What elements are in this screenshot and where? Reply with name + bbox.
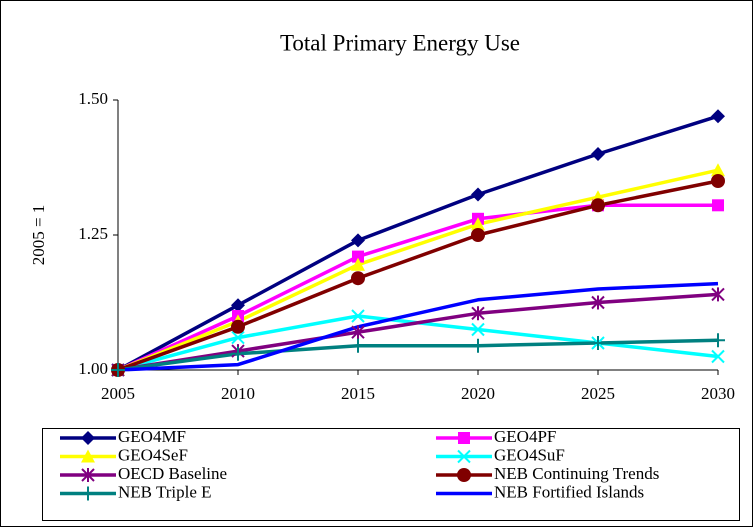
y-tick-label: 1.50 <box>78 89 108 108</box>
legend-label: NEB Continuing Trends <box>494 464 659 483</box>
marker <box>471 187 485 202</box>
marker <box>471 338 485 353</box>
marker <box>471 228 485 242</box>
series-line <box>117 203 718 372</box>
marker <box>591 147 605 161</box>
marker <box>457 468 471 482</box>
marker <box>231 346 245 361</box>
marker <box>351 325 365 340</box>
series-line <box>117 281 719 372</box>
marker <box>81 486 95 501</box>
marker <box>591 295 605 310</box>
marker <box>471 306 485 321</box>
legend <box>42 428 740 521</box>
x-tick-label: 2005 <box>101 384 135 403</box>
marker <box>711 109 725 124</box>
marker <box>231 330 245 345</box>
marker <box>458 432 470 444</box>
legend-label: OECD Baseline <box>118 464 227 483</box>
legend-label: GEO4PF <box>494 427 556 446</box>
marker <box>471 217 485 231</box>
series-line <box>117 179 719 372</box>
series-line <box>117 168 719 372</box>
series-line <box>117 114 719 372</box>
x-tick-label: 2015 <box>341 384 375 403</box>
y-axis-label: 2005 = 1 <box>29 205 48 266</box>
marker <box>231 298 245 313</box>
legend-label: NEB Fortified Islands <box>494 482 644 501</box>
marker <box>711 174 725 188</box>
y-tick-label: 1.25 <box>78 224 108 243</box>
marker <box>711 333 725 348</box>
series-line <box>117 338 719 372</box>
marker <box>591 198 605 213</box>
marker <box>457 449 471 464</box>
marker <box>471 322 485 337</box>
marker <box>111 363 125 377</box>
chart-title: Total Primary Energy Use <box>280 30 520 55</box>
marker <box>591 336 605 350</box>
y-tick-label: 1.00 <box>78 359 108 378</box>
x-tick-label: 2010 <box>221 384 255 403</box>
x-tick-label: 2020 <box>461 384 495 403</box>
legend-label: GEO4SuF <box>494 445 565 464</box>
marker <box>711 349 725 364</box>
marker <box>351 338 365 353</box>
x-tick-label: 2030 <box>701 384 735 403</box>
marker <box>81 431 95 445</box>
x-tick-label: 2025 <box>581 384 615 403</box>
legend-label: NEB Triple E <box>118 482 212 501</box>
marker <box>351 271 365 286</box>
marker <box>711 163 725 177</box>
marker <box>711 287 725 302</box>
legend-label: GEO4SeF <box>118 445 188 464</box>
marker <box>81 449 95 463</box>
marker <box>351 257 365 271</box>
marker <box>712 199 724 212</box>
marker <box>351 233 365 248</box>
series-line <box>117 292 719 372</box>
marker <box>81 468 95 482</box>
marker <box>352 250 364 263</box>
legend-label: GEO4MF <box>118 427 186 446</box>
marker <box>231 319 245 334</box>
marker <box>351 309 365 323</box>
